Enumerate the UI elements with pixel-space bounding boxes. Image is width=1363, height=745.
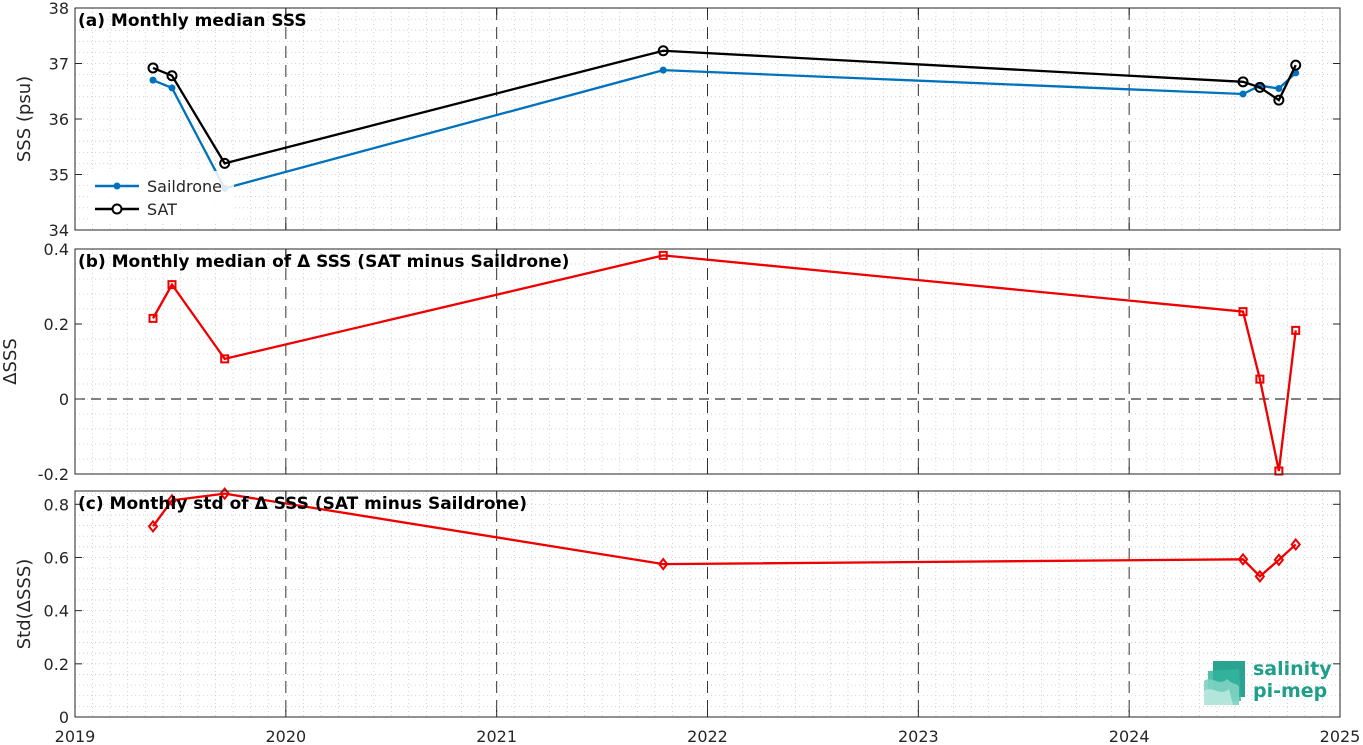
logo-line-1: salinity	[1253, 658, 1332, 680]
y-tick-label: 35	[49, 166, 69, 185]
panel-c: 0 0.2 0.4 0.6 0.8 (c) Monthly std of Δ SSS (…	[14, 487, 1341, 727]
y-tick-label: 0.8	[44, 495, 69, 514]
series-line-sat	[152, 49, 1297, 165]
x-tick-label: 2021	[476, 727, 517, 745]
legend: Saildrone SAT	[88, 171, 234, 223]
data-point-sat	[147, 62, 159, 74]
x-tick-label: 2023	[898, 727, 939, 745]
data-point-delta	[219, 487, 230, 501]
data-point-saildrone	[1275, 84, 1283, 92]
data-point-delta	[658, 250, 668, 260]
data-point-delta	[1255, 374, 1265, 384]
panel-b-plot-area	[75, 250, 1340, 476]
y-tick-label: 0.4	[44, 240, 69, 259]
data-point-delta	[220, 354, 230, 364]
data-point-saildrone	[168, 84, 176, 92]
panel-a-title: (a) Monthly median SSS	[78, 11, 307, 31]
panel-c-title: (c) Monthly std of Δ SSS (SAT minus Sail…	[78, 494, 527, 514]
data-point-sat	[1254, 81, 1266, 93]
logo-line-2: pi-mep	[1253, 680, 1328, 702]
x-axis-ticks: 2019 2020 2021 2022 2023 2024 2025	[55, 727, 1361, 745]
y-tick-label: 38	[49, 0, 69, 18]
panel-a: 34 35 36 37 38 (a) Monthly median SSS SSS (p…	[14, 0, 1341, 240]
panel-a-y-axis-label: SSS (psu)	[14, 76, 35, 162]
panel-b: -0.2 0 0.2 0.4 (b) Monthly median of Δ SSS …	[0, 240, 1341, 484]
data-point-saildrone	[659, 66, 667, 74]
panel-a-y-ticks: 34 35 36 37 38	[49, 0, 1341, 240]
x-tick-label: 2022	[687, 727, 728, 745]
logo-text: salinity pi-mep	[1253, 658, 1332, 702]
data-point-delta	[166, 493, 178, 507]
y-tick-label: 0.4	[44, 602, 69, 621]
y-tick-label: 0.2	[44, 655, 69, 674]
x-tick-label: 2024	[1109, 727, 1150, 745]
data-point-sat	[166, 70, 178, 82]
legend-saildrone-marker	[113, 182, 121, 190]
data-point-saildrone	[1239, 90, 1247, 98]
y-tick-label: 0.2	[44, 315, 69, 334]
data-point-delta	[657, 557, 669, 571]
y-tick-label: 36	[49, 110, 69, 129]
panel-b-y-ticks: -0.2 0 0.2 0.4	[38, 240, 1341, 484]
data-point-delta	[167, 280, 177, 290]
panel-b-year-lines	[285, 249, 1130, 474]
data-point-sat	[219, 157, 231, 169]
panel-b-y-axis-label: ΔSSS	[0, 338, 21, 385]
salinity-pi-mep-logo: salinity pi-mep	[1203, 657, 1338, 707]
data-point-delta	[1254, 569, 1266, 583]
y-tick-label: 0	[59, 708, 69, 727]
y-tick-label: 37	[49, 55, 69, 74]
data-point-sat	[1237, 76, 1249, 88]
data-point-delta	[1238, 307, 1248, 317]
panel-a-plot-area	[147, 45, 1302, 192]
legend-box	[88, 171, 234, 223]
legend-saildrone-label: Saildrone	[147, 177, 222, 196]
data-point-sat	[1273, 94, 1285, 106]
legend-sat-marker	[111, 203, 123, 215]
data-point-delta	[148, 313, 158, 323]
data-point-sat	[1290, 59, 1302, 71]
data-point-delta	[1290, 537, 1302, 552]
panel-a-grid	[75, 7, 1340, 231]
data-point-delta	[1237, 552, 1249, 566]
data-point-delta	[1273, 553, 1285, 567]
wave-logo-icon	[1204, 661, 1245, 705]
data-point-sat	[657, 45, 669, 57]
panel-c-y-ticks: 0 0.2 0.4 0.6 0.8	[44, 491, 1341, 727]
series-line-delta	[152, 492, 1297, 578]
data-point-delta	[1291, 325, 1301, 335]
data-point-delta	[147, 519, 159, 533]
x-tick-label: 2020	[265, 727, 306, 745]
x-tick-label: 2025	[1320, 727, 1361, 745]
y-tick-label: -0.2	[38, 465, 69, 484]
panel-b-title: (b) Monthly median of Δ SSS (SAT minus S…	[78, 252, 569, 272]
x-tick-label: 2019	[55, 727, 96, 745]
series-line-saildrone	[152, 69, 1297, 190]
panel-c-plot-area	[147, 487, 1302, 583]
y-tick-label: 34	[49, 221, 69, 240]
y-tick-label: 0.6	[44, 548, 69, 567]
panel-c-y-axis-label: Std(ΔSSS)	[14, 559, 35, 650]
data-point-saildrone	[149, 76, 157, 84]
y-tick-label: 0	[59, 390, 69, 409]
series-line-delta	[152, 254, 1297, 472]
legend-sat-label: SAT	[147, 200, 177, 219]
